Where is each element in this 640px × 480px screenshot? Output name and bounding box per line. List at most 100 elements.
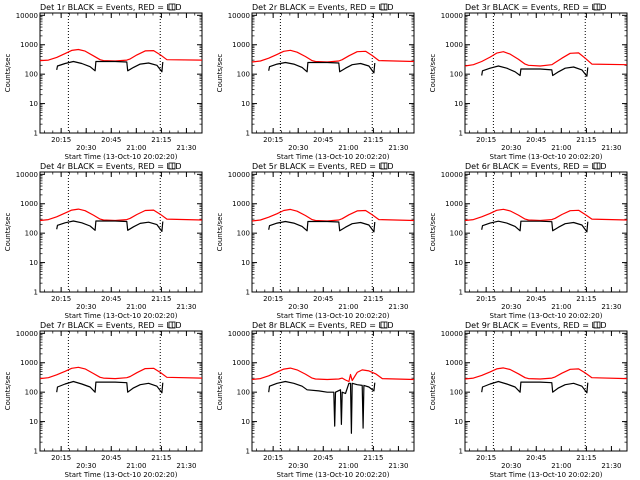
- x-tick-label: 21:30: [176, 144, 196, 152]
- plot-frame: [251, 171, 415, 293]
- y-tick-label: 1: [34, 289, 38, 297]
- x-tick-label: 20:30: [288, 303, 308, 311]
- y-tick-label: 10000: [16, 12, 38, 20]
- y-tick-label: 10: [454, 418, 463, 426]
- marker-box: [168, 162, 176, 170]
- x-tick-label: 20:45: [101, 454, 121, 462]
- chart-panel-8: Det 8r BLACK = Events, RED = LLD 1 10 100 10…: [216, 321, 415, 479]
- x-tick-label: 20:45: [526, 136, 546, 144]
- x-tick-label: 20:15: [263, 136, 283, 144]
- events-series-line: [268, 380, 376, 434]
- x-tick-label: 21:15: [151, 295, 171, 303]
- y-axis-label: Counts/sec: [4, 213, 12, 252]
- x-tick-label: 20:45: [526, 454, 546, 462]
- x-tick-label: 20:30: [76, 462, 96, 470]
- y-axis-label: Counts/sec: [4, 54, 12, 93]
- events-series-line: [481, 380, 589, 394]
- chart-title: Det 9r BLACK = Events, RED = LLD: [465, 321, 607, 330]
- y-tick-label: 1: [246, 448, 250, 456]
- y-axis-label: Counts/sec: [216, 372, 224, 411]
- x-axis-label: Start Time (13-Oct-10 20:02:20): [65, 471, 178, 479]
- chart-title: Det 2r BLACK = Events, RED = LLD: [252, 3, 394, 12]
- y-tick-label: 10: [29, 259, 38, 267]
- lld-series-line: [39, 366, 203, 380]
- chart-panel-7: Det 7r BLACK = Events, RED = LLD 1 10 100 10…: [4, 321, 203, 479]
- x-tick-label: 20:15: [263, 295, 283, 303]
- x-tick-label: 21:30: [601, 303, 621, 311]
- x-tick-label: 21:30: [388, 144, 408, 152]
- y-axis-label: Counts/sec: [429, 54, 437, 93]
- marker-box: [168, 3, 176, 11]
- y-tick-label: 100: [237, 389, 250, 397]
- y-axis-label: Counts/sec: [4, 372, 12, 411]
- x-tick-label: 21:00: [338, 303, 358, 311]
- y-tick-label: 10: [29, 418, 38, 426]
- plot-frame: [251, 330, 415, 452]
- x-tick-label: 21:30: [601, 462, 621, 470]
- events-series-line: [56, 60, 164, 73]
- x-tick-label: 21:30: [176, 462, 196, 470]
- x-tick-label: 20:15: [263, 454, 283, 462]
- lld-series-line: [464, 208, 628, 222]
- x-tick-label: 21:30: [388, 462, 408, 470]
- x-tick-label: 20:45: [313, 454, 333, 462]
- chart-panel-3: Det 3r BLACK = Events, RED = LLD 1 10 100 10…: [429, 3, 628, 161]
- marker-box: [593, 162, 601, 170]
- chart-title: Det 3r BLACK = Events, RED = LLD: [465, 3, 607, 12]
- x-tick-label: 21:15: [576, 454, 596, 462]
- x-tick-label: 20:15: [476, 136, 496, 144]
- x-tick-label: 21:15: [363, 136, 383, 144]
- x-tick-label: 21:00: [126, 462, 146, 470]
- events-series-line: [56, 380, 164, 394]
- y-tick-label: 1000: [20, 200, 38, 208]
- y-axis-label: Counts/sec: [429, 372, 437, 411]
- y-tick-label: 100: [450, 389, 463, 397]
- x-tick-label: 20:30: [501, 462, 521, 470]
- x-axis-label: Start Time (13-Oct-10 20:02:20): [490, 153, 603, 161]
- x-axis-label: Start Time (13-Oct-10 20:02:20): [490, 312, 603, 320]
- x-tick-label: 20:15: [51, 295, 71, 303]
- marker-box: [593, 321, 601, 329]
- marker-box: [380, 162, 388, 170]
- x-axis-label: Start Time (13-Oct-10 20:02:20): [65, 153, 178, 161]
- y-tick-label: 100: [450, 230, 463, 238]
- y-tick-label: 10000: [228, 171, 250, 179]
- chart-panel-2: Det 2r BLACK = Events, RED = LLD 1 10 100 10…: [216, 3, 415, 161]
- events-series-line: [268, 220, 376, 233]
- events-series-line: [481, 65, 589, 77]
- chart-title: Det 5r BLACK = Events, RED = LLD: [252, 162, 394, 171]
- y-tick-label: 1000: [20, 41, 38, 49]
- x-tick-label: 20:15: [476, 454, 496, 462]
- x-axis-label: Start Time (13-Oct-10 20:02:20): [277, 153, 390, 161]
- x-tick-label: 20:45: [313, 136, 333, 144]
- plot-frame: [39, 171, 203, 293]
- y-tick-label: 1000: [232, 41, 250, 49]
- x-tick-label: 21:30: [176, 303, 196, 311]
- chart-title: Det 4r BLACK = Events, RED = LLD: [40, 162, 182, 171]
- x-tick-label: 21:00: [126, 303, 146, 311]
- y-tick-label: 1: [246, 130, 250, 138]
- y-axis-label: Counts/sec: [216, 54, 224, 93]
- lld-series-line: [39, 48, 203, 62]
- x-axis-label: Start Time (13-Oct-10 20:02:20): [65, 312, 178, 320]
- y-tick-label: 100: [237, 71, 250, 79]
- y-tick-label: 10: [29, 100, 38, 108]
- y-tick-label: 1000: [445, 41, 463, 49]
- y-tick-label: 1000: [232, 359, 250, 367]
- events-series-line: [56, 220, 164, 232]
- y-tick-label: 1000: [445, 200, 463, 208]
- y-tick-label: 10000: [441, 330, 463, 338]
- marker-box: [593, 3, 601, 11]
- y-tick-label: 10: [454, 259, 463, 267]
- chart-title: Det 1r BLACK = Events, RED = LLD: [40, 3, 182, 12]
- plot-frame: [39, 330, 203, 452]
- x-tick-label: 20:45: [526, 295, 546, 303]
- chart-panel-1: Det 1r BLACK = Events, RED = LLD 1 10 100 10…: [4, 3, 203, 161]
- x-tick-label: 21:15: [151, 454, 171, 462]
- x-tick-label: 20:30: [76, 303, 96, 311]
- chart-title: Det 7r BLACK = Events, RED = LLD: [40, 321, 182, 330]
- y-tick-label: 1: [459, 289, 463, 297]
- lld-series-line: [251, 208, 415, 222]
